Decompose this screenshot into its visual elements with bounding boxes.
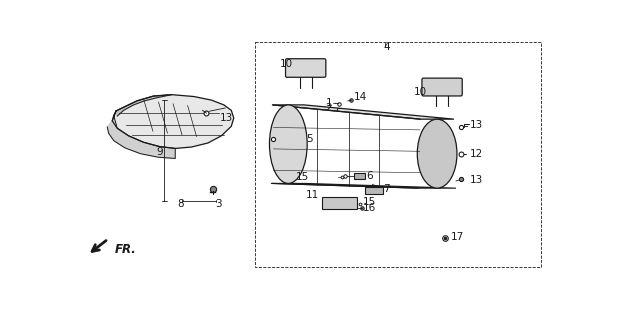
Ellipse shape xyxy=(417,119,457,188)
Text: 13: 13 xyxy=(220,112,233,122)
Text: 8: 8 xyxy=(177,199,184,209)
Text: 10: 10 xyxy=(280,59,293,69)
Text: 11: 11 xyxy=(306,190,319,200)
Polygon shape xyxy=(108,111,175,159)
Text: 4: 4 xyxy=(383,42,390,52)
FancyBboxPatch shape xyxy=(422,78,462,96)
Text: FR.: FR. xyxy=(115,243,136,256)
Text: 14: 14 xyxy=(354,92,367,102)
Text: 2: 2 xyxy=(325,104,332,113)
Text: 6: 6 xyxy=(367,171,373,180)
Text: 3: 3 xyxy=(215,199,221,209)
Polygon shape xyxy=(112,95,234,148)
Text: 13: 13 xyxy=(469,120,483,130)
Text: 1: 1 xyxy=(325,98,332,108)
Text: 15: 15 xyxy=(296,172,309,182)
Polygon shape xyxy=(322,197,356,209)
Text: 10: 10 xyxy=(414,87,428,97)
Text: 15: 15 xyxy=(363,197,376,207)
Text: 13: 13 xyxy=(469,175,483,185)
Text: 9: 9 xyxy=(156,147,163,158)
Polygon shape xyxy=(365,187,383,194)
Text: 5: 5 xyxy=(307,134,313,144)
Polygon shape xyxy=(116,95,172,116)
FancyBboxPatch shape xyxy=(285,59,326,77)
Text: 16: 16 xyxy=(363,203,376,213)
Text: 12: 12 xyxy=(469,149,483,159)
Polygon shape xyxy=(354,173,365,179)
Text: 7: 7 xyxy=(383,184,390,194)
Polygon shape xyxy=(271,184,456,188)
Text: 17: 17 xyxy=(451,232,464,242)
Polygon shape xyxy=(273,105,454,119)
Ellipse shape xyxy=(269,105,307,184)
